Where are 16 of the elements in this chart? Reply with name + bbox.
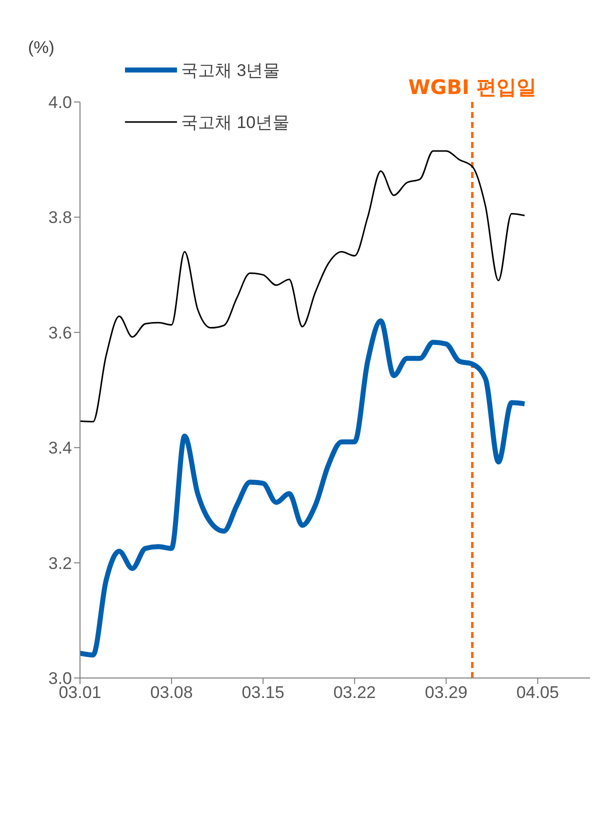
x-tick-label: 03.29 (424, 683, 468, 702)
legend-label: 국고채 3년물 (181, 60, 280, 82)
y-tick-label: 3.4 (48, 438, 72, 458)
line-series (80, 150, 526, 422)
ref-line-label: WGBI 편입일 (408, 75, 536, 99)
y-tick-label: 3.2 (48, 554, 72, 573)
x-tick-label: 03.22 (333, 683, 376, 702)
x-tick-label: 04.05 (516, 683, 559, 702)
y-tick-label: 3.6 (48, 323, 72, 342)
x-tick-label: 03.01 (58, 683, 102, 702)
x-tick-label: 03.15 (242, 683, 284, 702)
y-tick-label: 4.0 (48, 93, 72, 112)
legend-label: 국고채 10년물 (181, 112, 290, 134)
y-axis-title: (%) (28, 38, 54, 58)
y-tick-label: 3.8 (48, 208, 72, 228)
x-tick-label: 03.08 (150, 683, 193, 702)
